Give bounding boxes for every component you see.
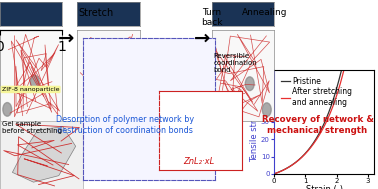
After stretching
and annealing — [360, 69, 365, 71]
Circle shape — [245, 77, 254, 91]
After stretching
and annealing — [354, 69, 358, 71]
Pristine — [329, 104, 334, 106]
Pristine — [272, 173, 277, 175]
Pristine — [354, 69, 358, 71]
After stretching
and annealing — [369, 69, 373, 71]
Text: Gel sample
before stretching: Gel sample before stretching — [2, 121, 62, 134]
Text: Recovery of network &
mechanical strength: Recovery of network & mechanical strengt… — [262, 115, 373, 135]
Circle shape — [262, 103, 271, 117]
After stretching
and annealing — [331, 104, 336, 106]
Circle shape — [122, 71, 132, 85]
Circle shape — [3, 103, 12, 116]
Y-axis label: Tensile stress (kPa): Tensile stress (kPa) — [251, 82, 259, 162]
Line: Pristine: Pristine — [274, 70, 371, 174]
After stretching
and annealing — [329, 109, 334, 111]
Text: ZnL₂·xL: ZnL₂·xL — [183, 157, 214, 166]
Circle shape — [30, 75, 39, 89]
Polygon shape — [12, 127, 76, 182]
Text: Desorption of polymer network by
destruction of coordination bonds: Desorption of polymer network by destruc… — [56, 115, 194, 135]
Text: →: → — [58, 28, 74, 47]
After stretching
and annealing — [342, 69, 346, 71]
After stretching
and annealing — [272, 173, 276, 175]
After stretching
and annealing — [330, 108, 334, 110]
Text: ZIF-8 nanoparticle: ZIF-8 nanoparticle — [2, 87, 59, 92]
Pristine — [369, 69, 373, 71]
Legend: Pristine, After stretching
and annealing: Pristine, After stretching and annealing — [278, 74, 355, 110]
Line: After stretching
and annealing: After stretching and annealing — [274, 70, 371, 174]
Pristine — [360, 69, 365, 71]
Text: Annealing: Annealing — [242, 8, 287, 17]
Pristine — [330, 103, 334, 105]
Text: Turn
back: Turn back — [201, 8, 222, 27]
Text: Reversible
coordination
bond: Reversible coordination bond — [214, 53, 257, 73]
Text: Stretch: Stretch — [79, 8, 114, 18]
X-axis label: Strain (-): Strain (-) — [306, 185, 342, 189]
Text: →: → — [194, 28, 211, 47]
Circle shape — [84, 55, 94, 69]
Pristine — [331, 98, 336, 100]
After stretching
and annealing — [272, 173, 277, 175]
Pristine — [339, 69, 344, 71]
Pristine — [272, 173, 276, 175]
